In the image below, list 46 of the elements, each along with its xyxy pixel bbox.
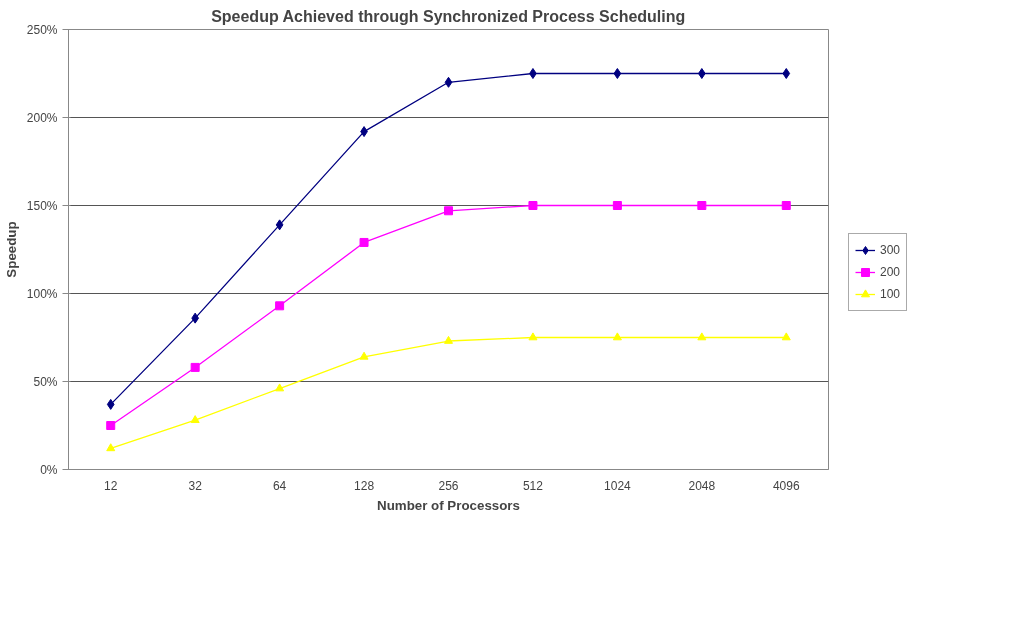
point [613, 68, 622, 79]
point [444, 206, 453, 216]
point [190, 415, 200, 424]
point [529, 68, 537, 79]
chart-title: Speedup Achieved through Synchronized Process Scheduling [211, 7, 686, 25]
point [275, 301, 285, 311]
point [106, 443, 116, 452]
x-tick-label: 512 [522, 478, 544, 493]
x-tick-label: 128 [354, 478, 375, 493]
point [190, 362, 200, 372]
point [697, 332, 707, 341]
x-tick-label: 256 [438, 478, 459, 493]
point [781, 201, 791, 210]
y-tick-label: 0% [40, 462, 58, 477]
x-tick-label: 32 [188, 478, 203, 493]
legend-label: 200 [880, 264, 901, 279]
point [444, 335, 453, 344]
point [275, 383, 285, 392]
y-tick-label: 150% [26, 198, 58, 213]
point [359, 237, 369, 247]
x-tick-label: 64 [272, 478, 287, 493]
y-axis-title: Speedup [3, 221, 19, 278]
x-tick-label: 12 [104, 478, 118, 493]
x-tick-label: 4096 [772, 478, 800, 493]
legend-label: 100 [880, 286, 901, 301]
point [528, 332, 538, 341]
y-tick-label: 200% [26, 110, 58, 125]
point [782, 68, 791, 79]
point [106, 421, 116, 430]
point [612, 332, 622, 341]
y-tick-label: 50% [33, 374, 58, 389]
y-tick-label: 100% [26, 286, 58, 301]
x-tick-label: 1024 [604, 478, 632, 493]
y-tick-label: 250% [26, 22, 58, 37]
point [444, 76, 453, 88]
point [697, 201, 707, 210]
point [528, 201, 538, 210]
x-tick-label: 2048 [688, 478, 716, 493]
point [106, 398, 115, 410]
point [612, 201, 622, 210]
legend-label: 300 [880, 242, 901, 257]
point [275, 219, 284, 231]
point [698, 68, 706, 79]
point [781, 332, 791, 341]
point [359, 351, 369, 360]
x-axis-title: Number of Processors [377, 497, 520, 513]
